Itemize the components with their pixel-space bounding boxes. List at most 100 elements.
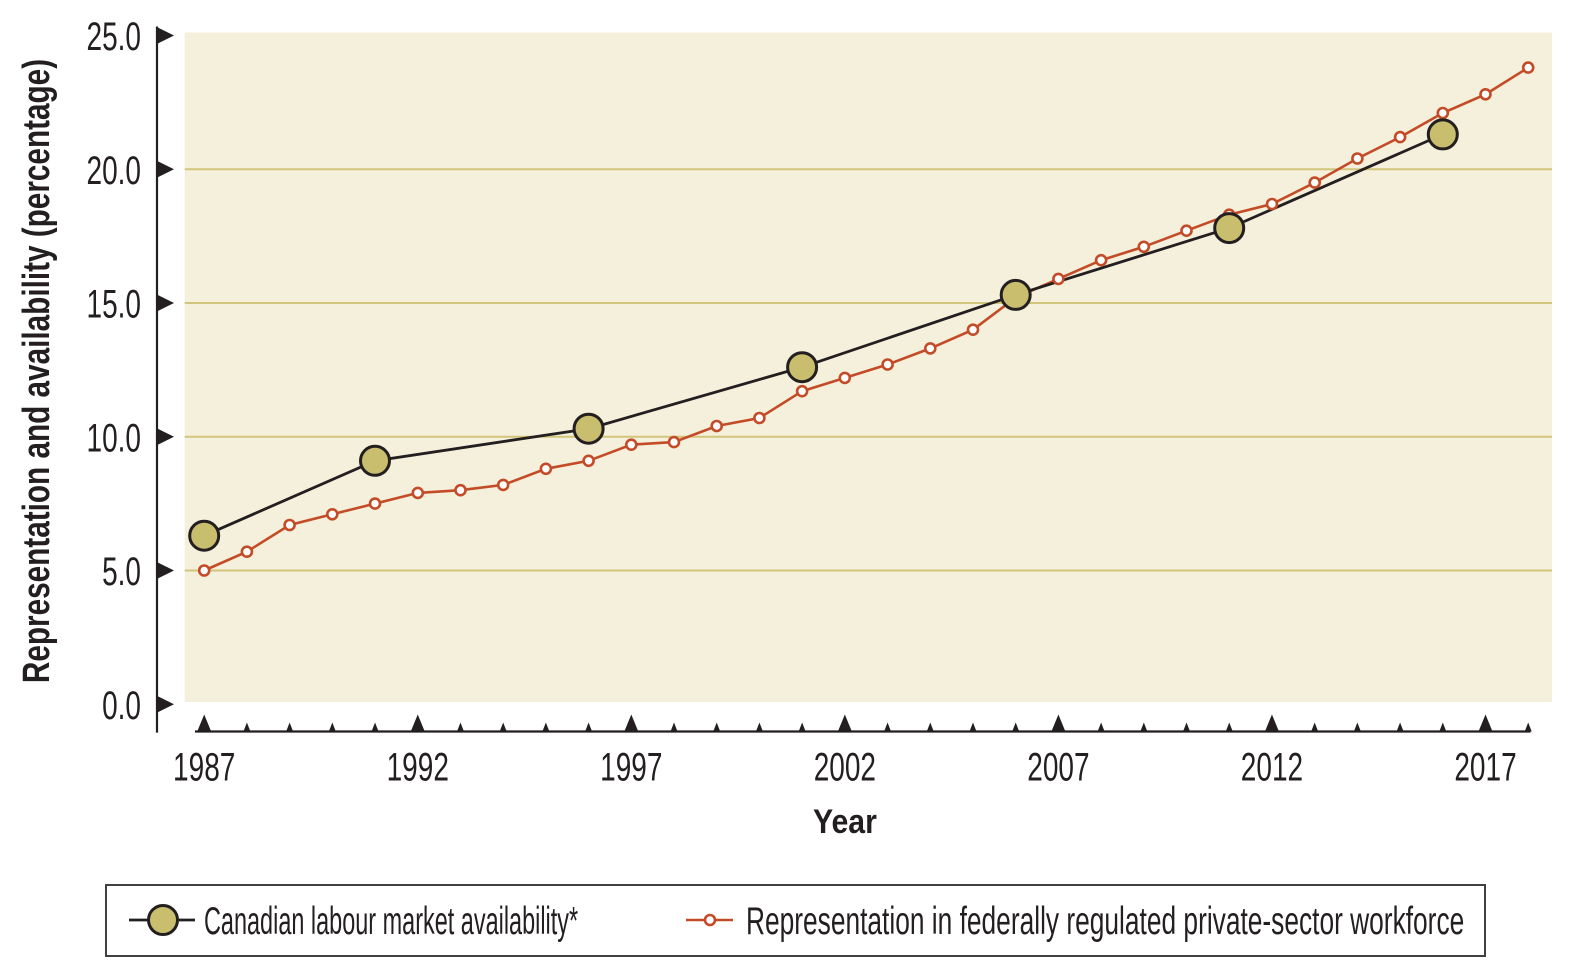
y-tick-label-5: 5.0 [102, 550, 141, 594]
x-tick-minor-2011 [1225, 722, 1233, 732]
marker-representation-2001 [795, 384, 809, 398]
x-tick-label-2007: 2007 [1027, 746, 1089, 790]
marker-representation-2005 [966, 323, 980, 337]
plot-area [184, 32, 1553, 702]
x-tick-minor-2015 [1396, 722, 1404, 732]
x-tick-minor-2018 [1524, 722, 1532, 732]
x-tick-label-1992: 1992 [387, 746, 449, 790]
x-tick-minor-2016 [1439, 722, 1447, 732]
x-tick-minor-1999 [713, 722, 721, 732]
x-tick-minor-2004 [926, 722, 934, 732]
x-tick-major-1987 [197, 714, 212, 732]
marker-lma-2011 [1213, 212, 1246, 245]
series-line-representation [203, 66, 1529, 572]
y-tick-arrow-10 [157, 428, 174, 445]
x-tick-label-2012: 2012 [1241, 746, 1303, 790]
y-tick-arrow-25 [157, 27, 174, 44]
legend-marker-representation [686, 913, 733, 927]
marker-representation-1998 [667, 435, 681, 449]
x-tick-major-2002 [837, 714, 852, 732]
y-tick-label-0: 0.0 [102, 684, 141, 728]
legend-marker-lma-circle [147, 904, 179, 936]
x-tick-major-2012 [1264, 714, 1279, 732]
marker-representation-2004 [923, 342, 937, 355]
x-tick-minor-2013 [1311, 722, 1319, 732]
y-tick-label-25: 25.0 [87, 15, 142, 59]
y-tick-arrow-20 [157, 161, 174, 178]
x-tick-label-1997: 1997 [600, 746, 662, 790]
x-tick-minor-1990 [328, 722, 336, 732]
x-tick-minor-1991 [371, 722, 379, 732]
x-tick-major-2017 [1478, 714, 1493, 732]
marker-representation-2014 [1351, 152, 1364, 165]
x-tick-minor-2006 [1012, 722, 1020, 732]
marker-representation-2000 [753, 411, 766, 425]
y-tick-label-20: 20.0 [87, 149, 142, 193]
x-tick-label-1987: 1987 [173, 746, 235, 790]
marker-representation-1992 [411, 486, 425, 500]
x-tick-minor-1993 [456, 722, 464, 732]
x-tick-label-2002: 2002 [814, 746, 876, 790]
x-tick-major-1997 [624, 714, 639, 732]
marker-representation-2016 [1436, 106, 1450, 120]
marker-representation-2017 [1479, 88, 1492, 101]
marker-lma-1987 [188, 519, 221, 552]
x-tick-minor-2010 [1183, 722, 1191, 732]
y-axis-title: Representation and availability (percent… [15, 58, 58, 684]
marker-representation-1997 [624, 438, 638, 452]
x-tick-minor-2014 [1353, 722, 1361, 732]
x-tick-minor-1989 [286, 722, 294, 732]
x-axis-title: Year [812, 802, 877, 841]
marker-representation-1993 [454, 483, 467, 497]
legend-marker-lma [129, 904, 195, 936]
x-tick-minor-1996 [585, 722, 593, 732]
marker-representation-1991 [368, 497, 382, 510]
marker-lma-2006 [999, 278, 1032, 311]
marker-representation-2010 [1180, 224, 1193, 237]
legend-marker-representation-circle [703, 913, 717, 927]
marker-representation-2018 [1521, 61, 1535, 74]
marker-lma-1996 [572, 412, 605, 445]
y-tick-label-10: 10.0 [87, 416, 142, 460]
marker-representation-1994 [496, 478, 510, 492]
x-tick-minor-1988 [243, 722, 251, 732]
marker-representation-2003 [881, 358, 894, 371]
marker-representation-1995 [539, 462, 553, 476]
marker-lma-2016 [1426, 118, 1459, 151]
y-tick-arrow-0 [157, 696, 174, 713]
x-tick-minor-2009 [1140, 722, 1148, 732]
marker-lma-1991 [359, 444, 391, 477]
marker-representation-2015 [1393, 130, 1407, 144]
marker-representation-1989 [283, 518, 296, 532]
marker-representation-1996 [582, 454, 595, 468]
legend-label-representation: Representation in federally regulated pr… [746, 900, 1465, 943]
x-tick-minor-1994 [499, 722, 507, 732]
marker-representation-2007 [1052, 272, 1065, 286]
marker-representation-1990 [325, 507, 339, 521]
x-tick-minor-2001 [798, 722, 806, 732]
x-tick-major-1992 [410, 714, 425, 732]
marker-representation-2009 [1137, 240, 1151, 254]
x-tick-minor-2000 [755, 722, 763, 732]
marker-representation-2012 [1265, 197, 1279, 211]
y-tick-label-15: 15.0 [87, 283, 142, 327]
x-tick-minor-2005 [969, 722, 977, 732]
marker-representation-2002 [838, 371, 852, 385]
marker-representation-2013 [1308, 176, 1321, 189]
legend-label-lma: Canadian labour market availability* [204, 900, 579, 943]
x-tick-minor-1995 [542, 722, 550, 732]
marker-representation-2008 [1094, 253, 1108, 267]
y-tick-arrow-15 [157, 294, 174, 311]
marker-lma-2001 [786, 351, 819, 384]
marker-representation-1987 [197, 564, 211, 577]
x-tick-minor-2003 [884, 722, 892, 732]
x-tick-minor-1998 [670, 722, 678, 732]
marker-representation-1988 [240, 545, 254, 559]
x-tick-major-2007 [1051, 714, 1066, 732]
x-tick-label-2017: 2017 [1454, 746, 1516, 790]
y-tick-arrow-5 [157, 562, 174, 579]
legend: Canadian labour market availability* Rep… [105, 884, 1486, 957]
marker-representation-1999 [710, 419, 724, 433]
